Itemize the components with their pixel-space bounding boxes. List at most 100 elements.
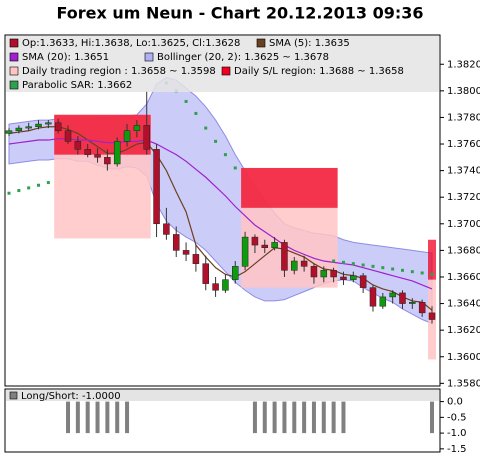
bar [125, 401, 130, 434]
legend-box [6, 36, 439, 92]
legend-label: SMA (5): 1.3635 [269, 38, 350, 49]
candle-body [54, 122, 62, 131]
sar-dot [204, 126, 208, 130]
candle-body [291, 260, 298, 271]
legend-label: Daily S/L region: 1.3688 ~ 1.3658 [234, 66, 404, 77]
y-tick-label: 1.3760 [447, 139, 480, 150]
bar [430, 401, 434, 434]
candle-body [74, 141, 82, 150]
sar-dot [184, 99, 188, 103]
sar-dot [400, 268, 404, 272]
y-tick-label: 1.3580 [447, 378, 480, 389]
candle-body [241, 236, 249, 267]
candle-body [113, 141, 121, 165]
bar [115, 401, 120, 434]
candle-body [251, 236, 259, 246]
y-tick-label: 0.0 [447, 397, 463, 408]
region [241, 167, 338, 208]
candle-body [45, 122, 52, 125]
y-tick-label: -1.5 [447, 444, 467, 455]
sar-dot [420, 271, 424, 275]
bar [282, 401, 287, 434]
bar [66, 401, 71, 434]
sar-dot [381, 266, 385, 270]
bar [75, 401, 80, 434]
bar [95, 401, 100, 434]
legend-box [6, 390, 439, 401]
y-tick-label: 1.3600 [447, 352, 480, 363]
sar-dot [430, 272, 434, 276]
sar-dot [223, 153, 227, 157]
legend-swatch [144, 52, 154, 62]
legend-label: SMA (20): 1.3651 [22, 52, 109, 63]
chart-title: Forex um Neun - Chart 20.12.2013 09:36 [56, 4, 423, 23]
candle-body [94, 154, 101, 158]
candle-body [192, 254, 200, 264]
sar-dot [17, 189, 21, 193]
bar [331, 401, 336, 434]
legend-swatch [9, 391, 18, 400]
candle-body [123, 130, 131, 142]
legend-label: Parabolic SAR: 1.3662 [22, 80, 132, 91]
candle-body [340, 276, 347, 280]
candle-body [104, 157, 111, 165]
candle-body [379, 296, 387, 307]
legend-label: Op:1.3633, Hi:1.3638, Lo:1.3625, Cl:1.36… [22, 38, 240, 49]
legend-swatch [9, 66, 19, 76]
candle-body [281, 242, 288, 271]
line [8, 138, 433, 290]
candle-body [261, 244, 269, 248]
sar-dot [233, 166, 237, 170]
candle-body [84, 149, 91, 155]
candle-body [320, 270, 328, 278]
sar-dot [214, 139, 218, 143]
y-tick-label: 1.3680 [447, 245, 480, 256]
candle-body [350, 275, 357, 280]
y-tick-label: 1.3660 [447, 272, 480, 283]
candle-body [330, 270, 337, 278]
candle-body [133, 125, 141, 131]
region [428, 239, 436, 280]
candle-body [35, 123, 42, 127]
candle-body [310, 266, 318, 278]
bar [262, 401, 267, 434]
candle-body [369, 287, 377, 307]
candle-body [418, 301, 426, 314]
candle-body [5, 130, 13, 134]
bar [272, 401, 277, 434]
y-tick-label: 1.3820 [447, 59, 480, 70]
candle-body [163, 223, 170, 235]
candle-body [232, 266, 239, 280]
candle-body [222, 279, 229, 291]
sar-dot [410, 270, 414, 274]
candle-body [212, 283, 219, 291]
bar [105, 401, 110, 434]
legend-swatch [9, 80, 19, 90]
y-tick-label: 1.3620 [447, 325, 480, 336]
candle-body [182, 250, 190, 255]
y-tick-label: 1.3700 [447, 219, 480, 230]
y-tick-label: -1.0 [447, 428, 467, 439]
y-tick-label: 1.3720 [447, 192, 480, 203]
candle-body [202, 263, 209, 284]
y-tick-label: 1.3800 [447, 86, 480, 97]
sar-dot [46, 181, 50, 185]
candle-body [389, 292, 396, 298]
legend-label: Bollinger (20, 2): 1.3625 ~ 1.3678 [157, 52, 329, 63]
y-tick-label: 1.3640 [447, 299, 480, 310]
legend-label: Long/Short: -1.0000 [21, 391, 121, 402]
legend-label: Daily trading region : 1.3658 ~ 1.3598 [22, 66, 216, 77]
bar [302, 401, 307, 434]
sar-dot [7, 191, 11, 195]
sar-dot [351, 262, 355, 266]
candle-body [409, 301, 416, 304]
sar-dot [341, 260, 345, 264]
candle-body [15, 127, 23, 131]
y-tick-label: -0.5 [447, 412, 467, 423]
bar [252, 401, 257, 434]
candle-body [25, 126, 32, 129]
sar-dot [332, 259, 336, 263]
candle-body [64, 130, 72, 142]
y-tick-label: 1.3740 [447, 166, 480, 177]
